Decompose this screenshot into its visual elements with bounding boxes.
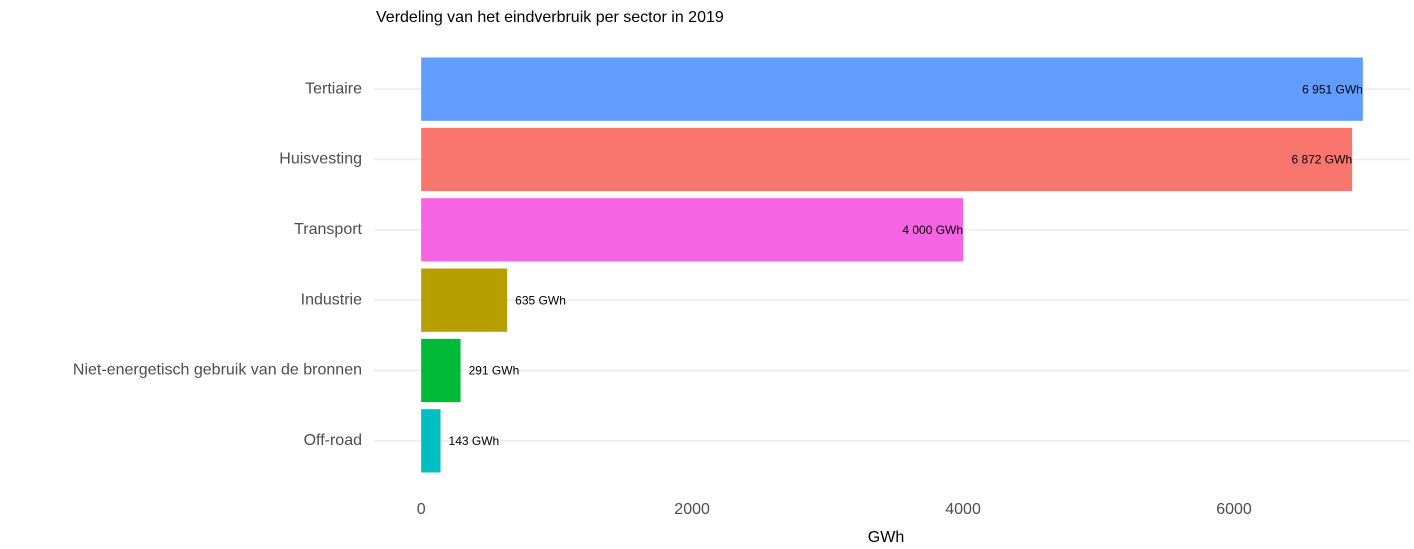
- y-tick-label: Industrie: [301, 291, 362, 308]
- value-label: 291 GWh: [469, 364, 520, 378]
- y-tick-label: Huisvesting: [279, 151, 362, 168]
- y-tick-label: Transport: [294, 221, 362, 238]
- value-label: 143 GWh: [449, 434, 500, 448]
- bar: [421, 127, 1353, 192]
- value-label: 4 000 GWh: [902, 223, 963, 237]
- x-axis-label: GWh: [868, 529, 904, 546]
- bar: [421, 409, 441, 473]
- chart-title: Verdeling van het eindverbruik per secto…: [376, 9, 724, 26]
- x-tick-label: 4000: [945, 501, 981, 518]
- value-label: 6 872 GWh: [1291, 153, 1352, 167]
- x-tick-label: 6000: [1216, 501, 1252, 518]
- bar: [421, 57, 1363, 121]
- value-label: 6 951 GWh: [1302, 82, 1363, 96]
- x-tick-label: 0: [417, 501, 426, 518]
- y-tick-label: Tertiaire: [305, 80, 362, 97]
- bar: [421, 338, 461, 403]
- bar: [421, 198, 964, 262]
- y-tick-label: Niet-energetisch gebruik van de bronnen: [73, 362, 362, 379]
- value-label: 635 GWh: [515, 293, 566, 307]
- x-tick-label: 2000: [674, 501, 710, 518]
- y-tick-label: Off-road: [304, 432, 362, 449]
- bar: [421, 268, 508, 332]
